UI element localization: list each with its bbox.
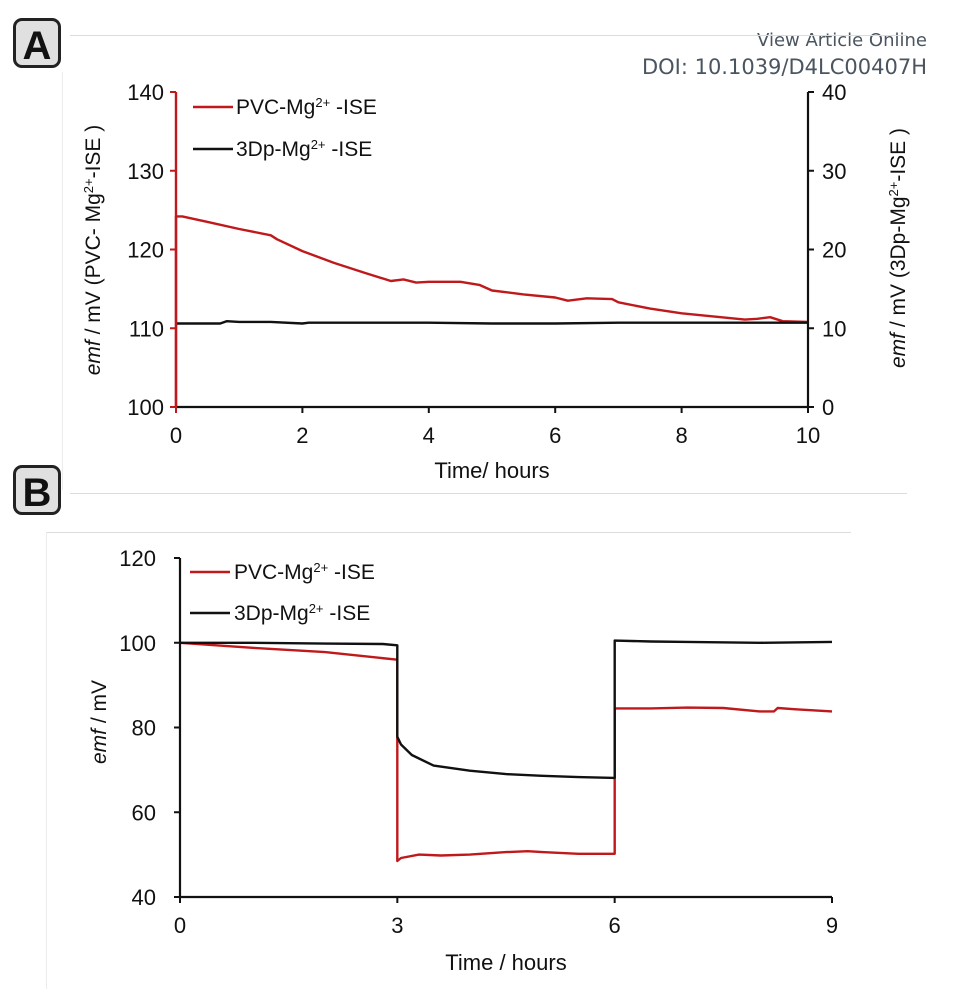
chart-b-y-tick-label: 40 [132, 885, 156, 910]
chart-a-legend: PVC-Mg2+ -ISE 3Dp-Mg2+ -ISE [193, 95, 377, 162]
panel-b-label: B [13, 465, 61, 515]
doi-text: DOI: 10.1039/D4LC00407H [641, 55, 927, 79]
chart-a-series-pvc-line [174, 215, 809, 407]
chart-a-left-y-tick-label: 140 [127, 80, 164, 105]
chart-a-legend-label-3dp: 3Dp-Mg2+ -ISE [236, 137, 372, 162]
chart-a-series-3dp-line [176, 320, 808, 325]
chart-b-y-axis-title: emf / mV [88, 680, 111, 764]
chart-b-series-pvc-line [179, 641, 833, 863]
chart-b-x-tick-label: 3 [391, 913, 403, 938]
chart-b-y-tick-label: 80 [132, 716, 156, 741]
panel-a-label: A [13, 18, 61, 68]
chart-a-right-y-tick-label: 20 [822, 238, 846, 263]
chart-a-legend-label-pvc: PVC-Mg2+ -ISE [236, 95, 377, 120]
chart-b-y-tick-label: 100 [119, 631, 156, 656]
chart-b-y-tick-label: 60 [132, 800, 156, 825]
chart-a-left-y-axis-title: emf / mV (PVC- Mg2+-ISE ) [81, 125, 106, 376]
chart-b-x-tick-label: 9 [826, 913, 838, 938]
chart-a-right-y-axis-title: emf / mV (3Dp-Mg2+-ISE ) [886, 128, 911, 368]
chart-a-x-tick-label: 2 [296, 423, 308, 448]
chart-a-x-tick-label: 6 [549, 423, 561, 448]
panel-b-top-border [46, 532, 851, 533]
chart-b: 0 3 6 9 40 60 80 100 120 Time / hours emf / mV PVC-… [88, 546, 838, 975]
chart-a-x-tick-label: 10 [796, 423, 820, 448]
chart-a-x-axis-title: Time/ hours [434, 458, 549, 483]
panel-a-bottom-border [70, 493, 907, 494]
chart-b-series-3dp-line [180, 639, 833, 780]
panel-a-top-border [70, 35, 907, 36]
panel-a-left-border [62, 72, 63, 490]
chart-a-right-y-tick-label: 0 [822, 395, 834, 420]
panel-b-left-border [46, 532, 47, 989]
chart-a-right-y-tick-label: 10 [822, 316, 846, 341]
chart-b-x-tick-label: 0 [174, 913, 186, 938]
chart-b-x-axis-title: Time / hours [445, 950, 566, 975]
chart-a-left-y-tick-label: 130 [127, 159, 164, 184]
chart-b-legend-label-3dp: 3Dp-Mg2+ -ISE [234, 601, 370, 626]
chart-a-x-tick-label: 0 [170, 423, 182, 448]
chart-a-right-y-tick-label: 40 [822, 80, 846, 105]
chart-b-legend-label-pvc: PVC-Mg2+ -ISE [234, 560, 375, 585]
chart-a-right-y-tick-label: 30 [822, 159, 846, 184]
chart-a-x-tick-label: 4 [423, 423, 435, 448]
chart-b-legend: PVC-Mg2+ -ISE 3Dp-Mg2+ -ISE [190, 560, 375, 626]
chart-a-left-y-tick-label: 100 [127, 395, 164, 420]
chart-a-left-y-tick-label: 110 [129, 316, 164, 341]
chart-a-left-y-tick-label: 120 [127, 238, 164, 263]
chart-a-x-tick-label: 8 [675, 423, 687, 448]
chart-b-x-tick-label: 6 [609, 913, 621, 938]
chart-b-y-tick-label: 120 [119, 546, 156, 571]
